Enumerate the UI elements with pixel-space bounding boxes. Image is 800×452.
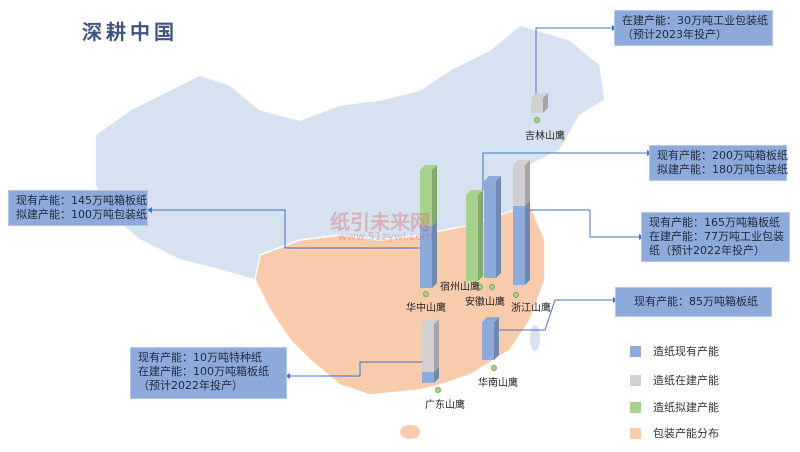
callout-guangdong: 现有产能：10万吨特种纸 在建产能：100万吨箱板纸 （预计2022年投产） [130, 347, 287, 399]
connector-guangdong [290, 361, 422, 377]
callout-line: 拟建产能：100万吨包装纸 [16, 208, 147, 221]
bar-guangdong-construction [422, 319, 439, 324]
bar-guangdong-construction [422, 324, 434, 372]
bar-huanan-existing [494, 317, 499, 360]
bar-huanan-existing [482, 322, 494, 360]
bar-suzhou-planned [478, 190, 483, 281]
site-dot-huanan [491, 365, 497, 371]
callout-line: 现有产能：145万吨箱板纸 [16, 194, 147, 207]
site-label-suzhou: 宿州山鹰 [440, 282, 480, 293]
bar-guangdong-construction [434, 319, 439, 372]
site-dot-anhui [489, 284, 495, 290]
callout-line: 在建产能：30万吨工业包装纸 [622, 14, 768, 27]
bar-huazhong-existing [420, 226, 432, 288]
legend-swatch [630, 401, 641, 413]
bar-zhejiang-construction [513, 165, 525, 206]
bar-zhejiang-construction [513, 160, 530, 165]
site-label-zhejiang: 浙江山鹰 [511, 303, 551, 314]
callout-line: 现有产能：85万吨箱板纸 [634, 295, 758, 308]
site-label-anhui: 安徽山鹰 [465, 297, 505, 308]
callout-line: 现有产能：200万吨箱板纸 [657, 149, 788, 162]
site-label-huazhong: 华中山鹰 [406, 303, 446, 314]
site-dot-huazhong [423, 291, 429, 297]
bar-suzhou-planned [466, 195, 478, 281]
legend-swatch [630, 427, 641, 439]
bar-suzhou-planned [466, 190, 483, 195]
watermark-name: 纸引未来网 [330, 210, 430, 234]
legend-planned: 造纸拟建产能 [630, 399, 719, 415]
callout-line: 拟建产能：180万吨包装纸 [657, 163, 788, 176]
legend-swatch [630, 345, 641, 357]
connector-anhui [482, 152, 647, 190]
bar-huazhong-existing [432, 221, 437, 288]
hainan-island [400, 425, 420, 439]
callout-huanan: 现有产能：85万吨箱板纸 [615, 287, 772, 317]
callout-zhejiang: 现有产能：165万吨箱板纸 在建产能：77万吨工业包装 纸（预计2022年投产） [641, 212, 790, 262]
connector-zhejiang [527, 209, 639, 238]
callout-line: 现有产能：165万吨箱板纸 [649, 216, 780, 229]
connector-huazhong [152, 209, 420, 249]
bar-huanan-existing [482, 317, 499, 322]
legend-existing: 造纸现有产能 [630, 343, 719, 359]
bar-zhejiang-existing [525, 201, 530, 285]
bar-anhui-existing [484, 176, 501, 181]
connector-huanan [494, 299, 613, 331]
bar-guangdong-existing [422, 372, 434, 383]
site-dot-jilin [534, 117, 540, 123]
bar-anhui-existing [484, 181, 496, 278]
site-dot-guangdong [435, 387, 441, 393]
site-label-guangdong: 广东山鹰 [425, 400, 465, 411]
callout-line: 在建产能：77万吨工业包装 [649, 230, 784, 243]
bar-huazhong-planned [420, 165, 437, 170]
watermark-url: www.51zywl.com [338, 230, 433, 243]
connector-jilin [535, 27, 612, 96]
legend-label: 造纸在建产能 [653, 374, 719, 387]
site-dot-zhejiang [513, 292, 519, 298]
taiwan-island [530, 325, 540, 351]
legend-under-construction: 造纸在建产能 [630, 372, 719, 388]
site-label-jilin: 吉林山鹰 [525, 131, 565, 142]
callout-line: 现有产能：10万吨特种纸 [138, 351, 262, 364]
callout-line: 在建产能：100万吨箱板纸 [138, 365, 269, 378]
callout-jilin: 在建产能：30万吨工业包装纸 （预计2023年投产） [614, 10, 773, 46]
callout-line: 纸（预计2022年投产） [649, 244, 765, 257]
legend-label: 包装产能分布 [653, 427, 719, 440]
legend-swatch [630, 374, 641, 386]
bar-jilin-construction [531, 93, 548, 98]
bar-huazhong-planned [420, 170, 432, 226]
bar-anhui-existing [496, 176, 501, 278]
callout-anhui: 现有产能：200万吨箱板纸 拟建产能：180万吨包装纸 [649, 145, 788, 181]
site-label-huanan: 华南山鹰 [478, 378, 518, 389]
bar-zhejiang-construction [525, 160, 530, 206]
page-title: 深耕中国 [82, 20, 178, 44]
bar-jilin-construction [531, 98, 543, 113]
legend-packaging: 包装产能分布 [630, 425, 719, 441]
callout-huazhong: 现有产能：145万吨箱板纸 拟建产能：100万吨包装纸 [8, 190, 148, 226]
callout-line: （预计2022年投产） [138, 379, 243, 392]
bar-jilin-construction [543, 93, 548, 113]
site-dot-suzhou [477, 284, 483, 290]
bar-zhejiang-existing [513, 206, 525, 285]
legend-label: 造纸现有产能 [653, 345, 719, 358]
bar-guangdong-existing [434, 367, 439, 383]
bar-huazhong-planned [432, 165, 437, 226]
legend-label: 造纸拟建产能 [653, 401, 719, 414]
callout-line: （预计2023年投产） [622, 28, 727, 41]
